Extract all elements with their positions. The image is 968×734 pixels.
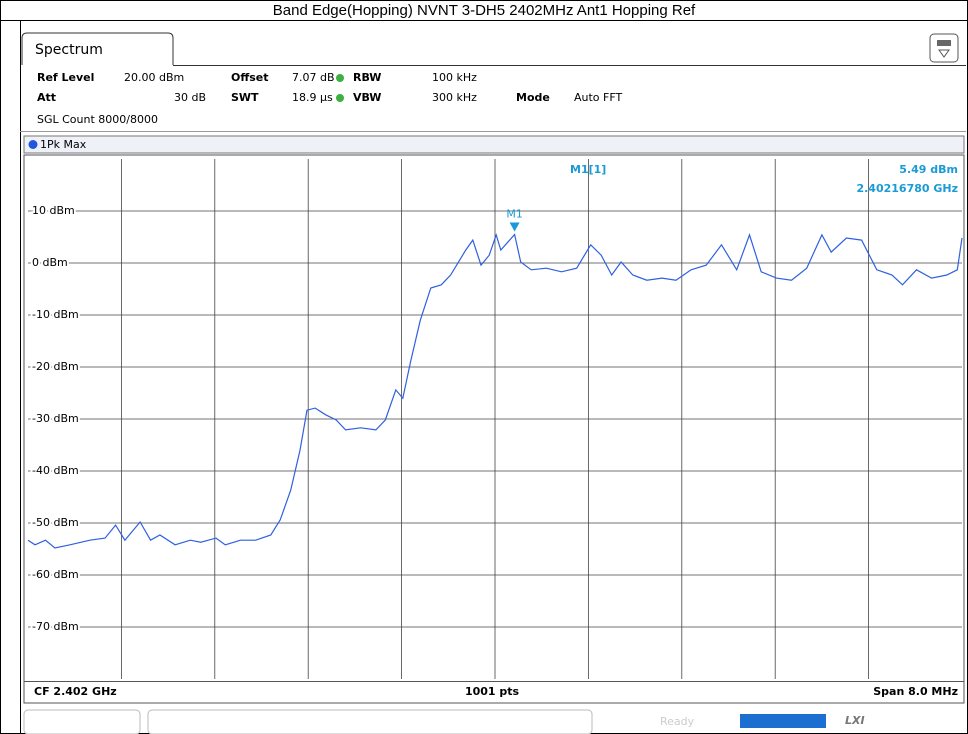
status-ready: Ready	[660, 715, 695, 728]
point-count: 1001 pts	[465, 685, 520, 698]
tab[interactable]	[21, 32, 174, 65]
setting-label: Offset	[231, 71, 269, 84]
setting-value: 300 kHz	[432, 91, 477, 104]
status-lxi: LXI	[845, 714, 865, 727]
setting-value: 18.9 µs	[292, 91, 333, 104]
progress-bar	[740, 714, 826, 728]
menu-arrow	[938, 49, 950, 58]
setting-label: Mode	[516, 91, 550, 104]
y-tick-label: 10 dBm	[32, 204, 75, 217]
trace-dot	[28, 140, 38, 149]
sweep-count: SGL Count 8000/8000	[37, 113, 158, 126]
tab-label: Spectrum	[35, 42, 103, 58]
setting-label: RBW	[353, 71, 381, 84]
status-box	[23, 709, 141, 734]
setting-value: 30 dB	[174, 91, 206, 104]
setting-value: 7.07 dB	[292, 71, 335, 84]
trace	[27, 232, 963, 549]
marker-name: M1	[506, 207, 523, 220]
setting-label: VBW	[353, 91, 381, 104]
marker	[509, 222, 520, 232]
setting-label: SWT	[231, 91, 259, 104]
status-box	[147, 709, 593, 734]
y-tick-label: -40 dBm	[32, 464, 79, 477]
y-tick-label: -70 dBm	[32, 620, 79, 633]
y-tick-label: -30 dBm	[32, 412, 79, 425]
setting-label: Att	[37, 91, 56, 104]
y-tick-label: -60 dBm	[32, 568, 79, 581]
span: Span 8.0 MHz	[873, 685, 958, 698]
setting-value: 100 kHz	[432, 71, 477, 84]
y-tick-label: 0 dBm	[32, 256, 68, 269]
setting-value: Auto FFT	[574, 91, 622, 104]
center-frequency: CF 2.402 GHz	[34, 685, 117, 698]
page-title: Band Edge(Hopping) NVNT 3-DH5 2402MHz An…	[273, 2, 696, 19]
status-dot	[336, 74, 344, 82]
menu-icon	[937, 40, 951, 46]
y-tick-label: -10 dBm	[32, 308, 79, 321]
y-tick-label: -20 dBm	[32, 360, 79, 373]
y-tick-label: -50 dBm	[32, 516, 79, 529]
status-dot	[336, 94, 344, 102]
marker-frequency: 2.40216780 GHz	[856, 182, 958, 195]
marker-readout: M1[1]	[570, 163, 606, 176]
plot-frame	[23, 154, 965, 704]
marker-value: 5.49 dBm	[899, 163, 958, 176]
setting-value: 20.00 dBm	[124, 71, 184, 84]
trace-label: 1Pk Max	[40, 138, 87, 151]
setting-label: Ref Level	[37, 71, 94, 84]
trace-strip	[23, 135, 965, 154]
